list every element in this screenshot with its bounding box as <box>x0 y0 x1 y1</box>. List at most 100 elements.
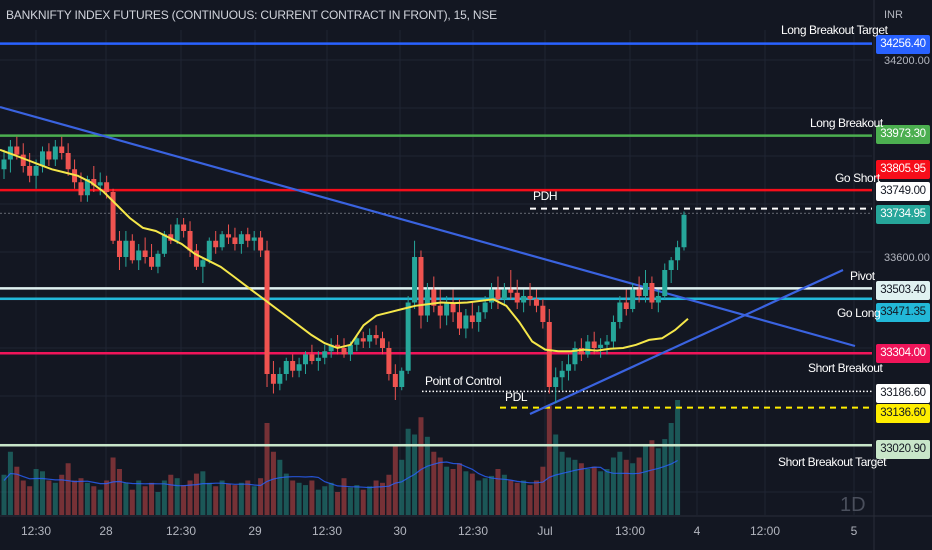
volume-bar <box>258 478 264 515</box>
candle-body <box>585 341 591 355</box>
candle-body <box>149 257 155 267</box>
candle-body <box>386 348 392 374</box>
candle-body <box>309 354 315 361</box>
x-tick-label: 4 <box>693 524 701 538</box>
volume-bar <box>1 474 7 515</box>
candle-body <box>566 364 572 371</box>
volume-bar <box>341 478 347 515</box>
volume-bar <box>213 486 219 515</box>
candle-body <box>33 166 39 176</box>
candle-body <box>553 377 559 387</box>
volume-bar <box>456 463 462 515</box>
volume-bar <box>238 482 244 515</box>
candle-body <box>347 344 353 355</box>
volume-bar <box>463 471 469 515</box>
candle-body <box>46 151 52 160</box>
candle-body <box>630 289 636 309</box>
candle-body <box>662 270 668 296</box>
volume-bar <box>501 474 507 515</box>
price-tag-pdh[interactable]: 33749.00 <box>876 182 930 201</box>
volume-bar <box>360 489 366 515</box>
volume-bar <box>399 459 405 515</box>
candle-body <box>155 253 161 267</box>
candle-body <box>213 240 219 248</box>
volume-bar <box>149 482 155 515</box>
volume-bar <box>649 440 655 515</box>
candle-body <box>65 153 71 170</box>
candle-body <box>572 348 578 365</box>
label-go-short: Go Short <box>835 171 880 185</box>
candle-body <box>206 240 212 261</box>
candle-body <box>270 374 276 384</box>
price-tag-short-breakout-target[interactable]: 33020.90 <box>876 440 930 459</box>
candle-body <box>193 250 199 267</box>
x-tick-label: 12:30 <box>311 524 343 538</box>
candle-body <box>540 305 546 322</box>
candle-body <box>527 296 533 300</box>
volume-bar <box>335 492 341 515</box>
candle-body <box>232 237 238 244</box>
volume-bar <box>546 405 552 515</box>
candle-body <box>97 182 103 186</box>
candle-body <box>91 179 97 186</box>
volume-bar <box>514 482 520 515</box>
candle-body <box>78 182 84 196</box>
price-tag-last-price[interactable]: 33734.95 <box>876 205 930 224</box>
label-short-breakout: Short Breakout <box>808 361 883 375</box>
volume-bar <box>91 486 97 515</box>
label-long-breakout-target: Long Breakout Target <box>781 23 888 37</box>
x-tick-label: 12:30 <box>165 524 197 538</box>
candle-body <box>110 192 116 241</box>
candle-body <box>341 348 347 355</box>
price-tag-long-breakout[interactable]: 33973.30 <box>876 125 930 144</box>
volume-bar <box>643 446 649 515</box>
volume-bar <box>200 471 206 515</box>
label-short-breakout-target: Short Breakout Target <box>778 455 887 469</box>
candle-body <box>129 240 135 261</box>
candle-body <box>476 312 482 322</box>
volume-bar <box>508 480 514 515</box>
x-tick-label: 5 <box>850 524 858 538</box>
volume-bar <box>309 480 315 515</box>
volume-bar <box>84 482 90 515</box>
candle-body <box>187 231 193 251</box>
volume-bar <box>123 482 129 515</box>
volume-bar <box>245 480 251 515</box>
volume-bar <box>277 459 283 515</box>
volume-bar <box>104 480 110 515</box>
candle-body <box>174 224 180 241</box>
volume-bar <box>232 485 238 515</box>
price-tag-long-breakout-target[interactable]: 34256.40 <box>876 35 930 54</box>
candle-body <box>482 302 488 313</box>
volume-bar <box>7 451 13 515</box>
candle-body <box>681 214 687 248</box>
volume-bar <box>270 451 276 515</box>
price-tag-short-breakout[interactable]: 33304.00 <box>876 344 930 363</box>
price-tag-point-of-control[interactable]: 33186.60 <box>876 384 930 403</box>
candle-body <box>533 299 539 306</box>
moving-average-line <box>0 148 689 353</box>
price-tag-go-long[interactable]: 33471.35 <box>876 303 930 322</box>
volume-bar <box>174 478 180 515</box>
candle-body <box>290 361 296 371</box>
volume-bar <box>489 475 495 515</box>
candle-body <box>238 234 244 244</box>
volume-bar <box>367 486 373 515</box>
candle-body <box>521 296 527 303</box>
volume-bar <box>444 466 450 515</box>
candle-body <box>142 250 148 257</box>
volume-bar <box>578 463 584 515</box>
volume-bar <box>630 463 636 515</box>
candle-body <box>623 302 629 309</box>
volume-bar <box>226 483 232 515</box>
candle-body <box>181 224 187 231</box>
price-tag-pdl[interactable]: 33136.60 <box>876 404 930 423</box>
x-tick-label: 12:30 <box>457 524 489 538</box>
candle-body <box>578 348 584 355</box>
label-pivot: Pivot <box>850 269 875 283</box>
price-tag-pivot[interactable]: 33503.40 <box>876 281 930 300</box>
currency-label: INR <box>884 9 903 21</box>
volume-bar <box>264 423 270 515</box>
price-tag-go-short[interactable]: 33805.95 <box>876 160 930 179</box>
